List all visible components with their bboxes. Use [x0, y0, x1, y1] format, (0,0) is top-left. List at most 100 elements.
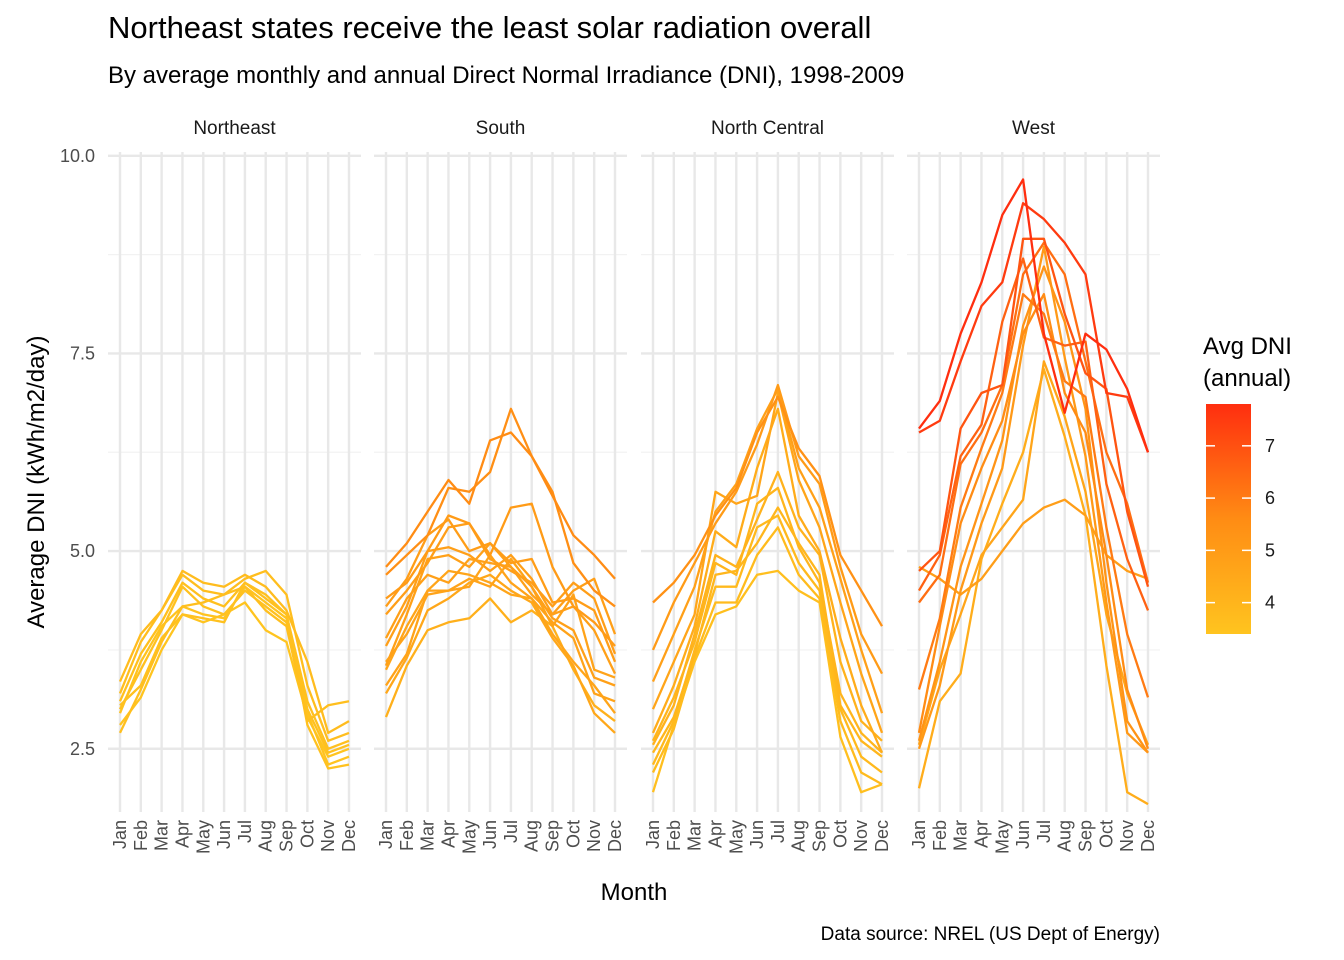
- series-line: [118, 585, 350, 754]
- legend-title-line-2: (annual): [1203, 365, 1291, 392]
- x-tick-label: Oct: [1096, 820, 1116, 848]
- panel-west: West Jan Feb Mar Apr May Jun Jul Aug Sep Oct Nov Dec: [907, 118, 1160, 854]
- x-tick-label: Sep: [810, 820, 830, 852]
- x-tick-label: Apr: [173, 820, 193, 848]
- x-tick-label: Mar: [951, 820, 971, 851]
- series-line: [918, 498, 1149, 596]
- series-lines: [384, 407, 617, 734]
- gridlines: [108, 152, 361, 812]
- x-tick-label: Jan: [376, 820, 396, 849]
- x-tick-label: Jul: [501, 820, 521, 843]
- x-tick-label: Nov: [318, 820, 338, 852]
- x-tick-label: Dec: [605, 820, 625, 852]
- x-axis-title: Month: [601, 879, 668, 906]
- x-tick-label: Jun: [480, 820, 500, 849]
- series-line: [385, 502, 616, 647]
- series-line: [651, 470, 883, 746]
- x-tick-label: Apr: [972, 820, 992, 848]
- series-line: [918, 178, 1150, 453]
- legend-tick-label: 6: [1265, 488, 1275, 508]
- legend-tick-label: 4: [1265, 593, 1275, 613]
- x-tick-labels: Jan Feb Mar Apr May Jun Jul Aug Sep Oct Nov Dec: [909, 820, 1158, 854]
- series-line: [118, 585, 350, 734]
- x-tick-label: Oct: [297, 820, 317, 848]
- x-tick-label: Jan: [110, 820, 130, 849]
- series-lines: [917, 178, 1150, 806]
- legend-tick-label: 7: [1265, 436, 1275, 456]
- panel-north-central: North Central Jan Feb Mar Apr May Jun Jul Aug Sep…: [641, 118, 894, 854]
- x-tick-label: Feb: [664, 820, 684, 851]
- x-tick-label: Nov: [1117, 820, 1137, 852]
- facet-label: North Central: [711, 118, 824, 139]
- x-tick-label: Aug: [256, 820, 276, 852]
- x-tick-label: Nov: [584, 820, 604, 852]
- x-tick-label: Dec: [1138, 820, 1158, 852]
- x-tick-label: Sep: [543, 820, 563, 852]
- series-line: [384, 546, 617, 647]
- x-tick-label: Mar: [685, 820, 705, 851]
- series-line: [917, 360, 1150, 746]
- x-tick-label: Jan: [909, 820, 929, 849]
- legend-tick-label: 5: [1265, 540, 1275, 560]
- series-line: [917, 293, 1150, 750]
- series-line: [918, 237, 1150, 588]
- series-line: [652, 506, 883, 758]
- y-tick-label: 7.5: [70, 343, 95, 363]
- chart-title: Northeast states receive the least solar…: [108, 10, 871, 45]
- series-lines: [651, 383, 884, 794]
- x-tick-label: Sep: [277, 820, 297, 852]
- x-tick-label: Feb: [397, 820, 417, 851]
- x-tick-label: Apr: [439, 820, 459, 848]
- series-line: [119, 581, 350, 770]
- facet-label: Northeast: [193, 118, 276, 139]
- legend-title-line-1: Avg DNI: [1203, 333, 1292, 360]
- x-tick-label: May: [459, 820, 479, 854]
- series-line: [385, 522, 617, 655]
- x-tick-labels: Jan Feb Mar Apr May Jun Jul Aug Sep Oct Nov Dec: [110, 820, 359, 854]
- panel-south: South Jan Feb Mar Apr May Jun Jul Aug Sep Oct Nov De…: [374, 118, 627, 854]
- y-tick-label: 10.0: [60, 146, 95, 166]
- x-tick-labels: Jan Feb Mar Apr May Jun Jul Aug Sep Oct Nov Dec: [643, 820, 892, 854]
- x-tick-label: Aug: [522, 820, 542, 852]
- series-line: [384, 569, 616, 714]
- series-line: [118, 581, 350, 750]
- series-line: [651, 407, 884, 754]
- series-line: [918, 257, 1150, 611]
- series-line: [917, 368, 1149, 806]
- x-tick-label: May: [992, 820, 1012, 854]
- x-tick-label: Dec: [339, 820, 359, 852]
- y-axis: 2.5 5.0 7.5 10.0: [60, 146, 95, 759]
- x-tick-label: Apr: [706, 820, 726, 848]
- x-tick-label: Mar: [418, 820, 438, 851]
- x-tick-label: Oct: [563, 820, 583, 848]
- x-tick-label: Jun: [214, 820, 234, 849]
- x-tick-label: Sep: [1076, 820, 1096, 852]
- caption: Data source: NREL (US Dept of Energy): [821, 924, 1160, 945]
- series-line: [385, 431, 616, 580]
- series-line: [651, 391, 884, 734]
- panel-northeast: Northeast Jan Feb Mar Apr May Jun Jul Aug Sep Oct N…: [108, 118, 361, 854]
- x-tick-label: Nov: [851, 820, 871, 852]
- series-line: [385, 518, 617, 663]
- x-tick-label: Mar: [152, 820, 172, 851]
- x-tick-label: Jan: [643, 820, 663, 849]
- x-tick-label: Aug: [1055, 820, 1075, 852]
- series-line: [652, 395, 883, 627]
- gridlines: [641, 152, 894, 812]
- x-tick-label: Jul: [1034, 820, 1054, 843]
- series-line: [385, 557, 616, 687]
- series-line: [385, 573, 616, 734]
- x-tick-labels: Jan Feb Mar Apr May Jun Jul Aug Sep Oct Nov Dec: [376, 820, 625, 854]
- x-tick-label: May: [193, 820, 213, 854]
- legend: Avg DNI (annual) 4 5 6 7: [1203, 333, 1292, 634]
- x-tick-label: Oct: [830, 820, 850, 848]
- x-tick-label: Jul: [768, 820, 788, 843]
- x-tick-label: May: [726, 820, 746, 854]
- x-tick-label: Jul: [235, 820, 255, 843]
- series-line: [385, 407, 616, 608]
- legend-colorbar: [1206, 404, 1251, 634]
- x-tick-label: Jun: [747, 820, 767, 849]
- x-tick-label: Feb: [930, 820, 950, 851]
